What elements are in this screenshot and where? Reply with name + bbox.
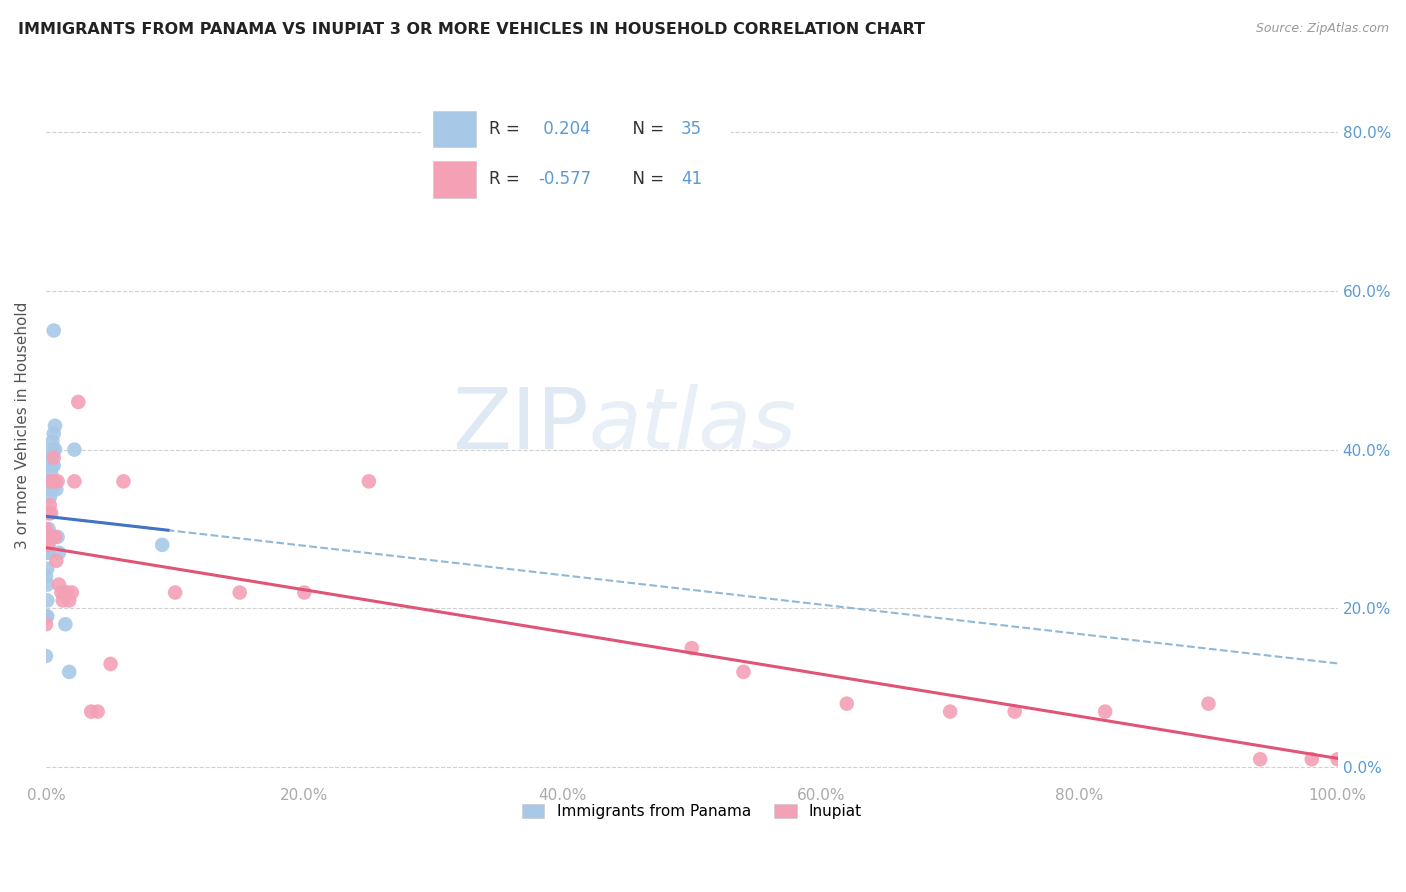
Point [86,705,108,719]
Point [112,475,135,489]
Point [150,538,173,552]
Point [39,506,62,520]
Point [48,577,70,591]
Point [39,467,62,481]
Point [681,641,703,656]
Point [35,648,58,663]
Point [45,483,67,497]
Text: Source: ZipAtlas.com: Source: ZipAtlas.com [1256,22,1389,36]
Point [38,506,60,520]
Point [42,458,65,473]
Point [38,498,60,512]
Point [38,475,60,489]
Point [37,593,59,607]
Point [44,442,66,457]
Point [42,324,65,338]
Point [228,585,250,599]
Point [44,475,66,489]
Point [35,522,58,536]
Point [60,585,83,599]
Point [38,506,60,520]
Point [292,585,315,599]
Point [46,530,69,544]
Point [67,395,90,409]
Point [37,546,59,560]
Point [38,475,60,489]
Point [41,434,63,449]
Point [41,458,63,473]
Point [44,530,66,544]
Point [1326,752,1348,766]
Point [37,609,59,624]
Point [38,475,60,489]
Point [39,483,62,497]
Point [63,475,86,489]
Point [1198,697,1220,711]
Point [37,562,59,576]
Point [733,665,755,679]
Point [53,585,76,599]
Point [35,569,58,583]
Point [1094,705,1116,719]
Point [51,585,73,599]
Point [41,530,63,544]
Point [37,506,59,520]
Point [100,657,122,671]
Text: ZIP: ZIP [451,384,589,467]
Point [52,593,75,607]
Point [37,577,59,591]
Point [37,538,59,552]
Point [835,697,858,711]
Point [63,442,86,457]
Point [42,450,65,465]
Text: atlas: atlas [589,384,796,467]
Point [58,665,80,679]
Point [1249,752,1271,766]
Legend: Immigrants from Panama, Inupiat: Immigrants from Panama, Inupiat [516,798,868,825]
Point [35,617,58,632]
Point [46,475,69,489]
Point [41,475,63,489]
Point [80,705,103,719]
Text: IMMIGRANTS FROM PANAMA VS INUPIAT 3 OR MORE VEHICLES IN HOUSEHOLD CORRELATION CH: IMMIGRANTS FROM PANAMA VS INUPIAT 3 OR M… [18,22,925,37]
Point [35,609,58,624]
Point [58,593,80,607]
Point [38,522,60,536]
Point [1301,752,1323,766]
Point [44,418,66,433]
Point [357,475,380,489]
Point [939,705,962,719]
Point [55,585,77,599]
Point [48,546,70,560]
Point [1004,705,1026,719]
Point [53,617,76,632]
Point [38,490,60,504]
Point [45,554,67,568]
Point [38,546,60,560]
Point [38,538,60,552]
Point [165,585,187,599]
Point [38,530,60,544]
Y-axis label: 3 or more Vehicles in Household: 3 or more Vehicles in Household [15,302,30,549]
Point [39,450,62,465]
Point [41,442,63,457]
Point [42,426,65,441]
